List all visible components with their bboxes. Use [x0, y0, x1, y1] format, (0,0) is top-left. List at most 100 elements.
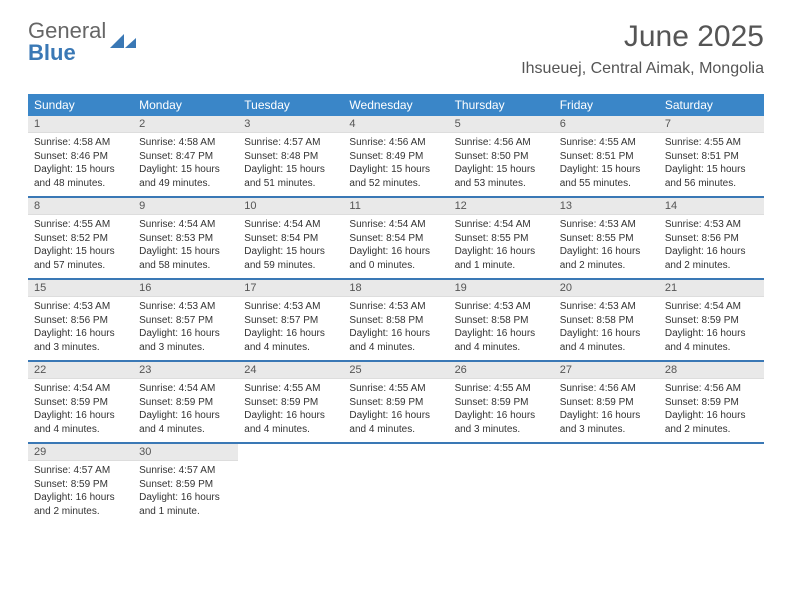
day-body: Sunrise: 4:55 AMSunset: 8:59 PMDaylight:…: [449, 379, 554, 442]
daylight-line: Daylight: 16 hours and 4 minutes.: [560, 327, 653, 354]
day-number: 18: [343, 280, 448, 297]
week-row: 1Sunrise: 4:58 AMSunset: 8:46 PMDaylight…: [28, 116, 764, 198]
day-cell: 11Sunrise: 4:54 AMSunset: 8:54 PMDayligh…: [343, 198, 448, 278]
day-body: Sunrise: 4:57 AMSunset: 8:59 PMDaylight:…: [28, 461, 133, 524]
sunrise-line: Sunrise: 4:58 AM: [34, 136, 127, 150]
sunrise-line: Sunrise: 4:54 AM: [139, 382, 232, 396]
daylight-line: Daylight: 15 hours and 49 minutes.: [139, 163, 232, 190]
sunset-line: Sunset: 8:59 PM: [244, 396, 337, 410]
calendar: Sunday Monday Tuesday Wednesday Thursday…: [28, 94, 764, 524]
sunrise-line: Sunrise: 4:58 AM: [139, 136, 232, 150]
sunrise-line: Sunrise: 4:54 AM: [665, 300, 758, 314]
day-body: Sunrise: 4:56 AMSunset: 8:59 PMDaylight:…: [659, 379, 764, 442]
day-cell: 2 Sunrise: 4:58 AMSunset: 8:47 PMDaylight…: [133, 116, 238, 196]
sunset-line: Sunset: 8:57 PM: [244, 314, 337, 328]
sunrise-line: Sunrise: 4:57 AM: [34, 464, 127, 478]
weeks-container: 1Sunrise: 4:58 AMSunset: 8:46 PMDaylight…: [28, 116, 764, 524]
day-number: 16: [133, 280, 238, 297]
sunrise-line: Sunrise: 4:53 AM: [560, 300, 653, 314]
day-number: 3: [238, 116, 343, 133]
sunset-line: Sunset: 8:58 PM: [560, 314, 653, 328]
day-cell: 20Sunrise: 4:53 AMSunset: 8:58 PMDayligh…: [554, 280, 659, 360]
day-body: Sunrise: 4:53 AMSunset: 8:58 PMDaylight:…: [343, 297, 448, 360]
sunrise-line: Sunrise: 4:55 AM: [34, 218, 127, 232]
sunset-line: Sunset: 8:47 PM: [139, 150, 232, 164]
sunrise-line: Sunrise: 4:57 AM: [244, 136, 337, 150]
sunset-line: Sunset: 8:59 PM: [34, 396, 127, 410]
day-number: 14: [659, 198, 764, 215]
sunset-line: Sunset: 8:59 PM: [455, 396, 548, 410]
daylight-line: Daylight: 15 hours and 58 minutes.: [139, 245, 232, 272]
day-number: 11: [343, 198, 448, 215]
day-cell: 22Sunrise: 4:54 AMSunset: 8:59 PMDayligh…: [28, 362, 133, 442]
weekday-header: Sunday: [28, 94, 133, 116]
week-row: 8Sunrise: 4:55 AMSunset: 8:52 PMDaylight…: [28, 198, 764, 280]
daylight-line: Daylight: 15 hours and 53 minutes.: [455, 163, 548, 190]
daylight-line: Daylight: 15 hours and 51 minutes.: [244, 163, 337, 190]
day-body: Sunrise: 4:58 AMSunset: 8:46 PMDaylight:…: [28, 133, 133, 196]
logo-line2: Blue: [28, 42, 76, 64]
day-number: 22: [28, 362, 133, 379]
daylight-line: Daylight: 15 hours and 55 minutes.: [560, 163, 653, 190]
day-cell: 15Sunrise: 4:53 AMSunset: 8:56 PMDayligh…: [28, 280, 133, 360]
day-cell: 12Sunrise: 4:54 AMSunset: 8:55 PMDayligh…: [449, 198, 554, 278]
day-body: Sunrise: 4:54 AMSunset: 8:59 PMDaylight:…: [659, 297, 764, 360]
day-number: 4: [343, 116, 448, 133]
day-body: Sunrise: 4:55 AMSunset: 8:59 PMDaylight:…: [343, 379, 448, 442]
day-body: Sunrise: 4:55 AMSunset: 8:52 PMDaylight:…: [28, 215, 133, 278]
weekday-header-row: Sunday Monday Tuesday Wednesday Thursday…: [28, 94, 764, 116]
day-cell: [554, 444, 659, 524]
daylight-line: Daylight: 15 hours and 59 minutes.: [244, 245, 337, 272]
daylight-line: Daylight: 16 hours and 2 minutes.: [34, 491, 127, 518]
sunset-line: Sunset: 8:55 PM: [455, 232, 548, 246]
sunset-line: Sunset: 8:51 PM: [560, 150, 653, 164]
sunset-line: Sunset: 8:59 PM: [665, 314, 758, 328]
daylight-line: Daylight: 15 hours and 48 minutes.: [34, 163, 127, 190]
day-body: Sunrise: 4:55 AMSunset: 8:51 PMDaylight:…: [554, 133, 659, 196]
month-title: June 2025: [521, 20, 764, 54]
day-number: 9: [133, 198, 238, 215]
day-cell: 6Sunrise: 4:55 AMSunset: 8:51 PMDaylight…: [554, 116, 659, 196]
day-number: 28: [659, 362, 764, 379]
page-header: General Blue June 2025 Ihsueuej, Central…: [0, 0, 792, 84]
daylight-line: Daylight: 16 hours and 4 minutes.: [455, 327, 548, 354]
sunrise-line: Sunrise: 4:57 AM: [139, 464, 232, 478]
daylight-line: Daylight: 16 hours and 2 minutes.: [560, 245, 653, 272]
day-cell: 28Sunrise: 4:56 AMSunset: 8:59 PMDayligh…: [659, 362, 764, 442]
sunset-line: Sunset: 8:58 PM: [349, 314, 442, 328]
day-body: Sunrise: 4:53 AMSunset: 8:58 PMDaylight:…: [449, 297, 554, 360]
day-cell: 1Sunrise: 4:58 AMSunset: 8:46 PMDaylight…: [28, 116, 133, 196]
daylight-line: Daylight: 15 hours and 56 minutes.: [665, 163, 758, 190]
sunrise-line: Sunrise: 4:56 AM: [665, 382, 758, 396]
daylight-line: Daylight: 16 hours and 1 minute.: [139, 491, 232, 518]
day-number: 17: [238, 280, 343, 297]
weekday-header: Monday: [133, 94, 238, 116]
day-cell: 18Sunrise: 4:53 AMSunset: 8:58 PMDayligh…: [343, 280, 448, 360]
day-number: 12: [449, 198, 554, 215]
sunset-line: Sunset: 8:51 PM: [665, 150, 758, 164]
week-row: 15Sunrise: 4:53 AMSunset: 8:56 PMDayligh…: [28, 280, 764, 362]
day-cell: [449, 444, 554, 524]
day-cell: 24Sunrise: 4:55 AMSunset: 8:59 PMDayligh…: [238, 362, 343, 442]
sunrise-line: Sunrise: 4:53 AM: [455, 300, 548, 314]
sunrise-line: Sunrise: 4:54 AM: [244, 218, 337, 232]
day-cell: 8Sunrise: 4:55 AMSunset: 8:52 PMDaylight…: [28, 198, 133, 278]
sunrise-line: Sunrise: 4:56 AM: [455, 136, 548, 150]
daylight-line: Daylight: 16 hours and 1 minute.: [455, 245, 548, 272]
day-body: Sunrise: 4:53 AMSunset: 8:57 PMDaylight:…: [238, 297, 343, 360]
day-number: 26: [449, 362, 554, 379]
daylight-line: Daylight: 16 hours and 2 minutes.: [665, 245, 758, 272]
daylight-line: Daylight: 16 hours and 4 minutes.: [244, 327, 337, 354]
day-number: 7: [659, 116, 764, 133]
sunset-line: Sunset: 8:56 PM: [665, 232, 758, 246]
daylight-line: Daylight: 16 hours and 3 minutes.: [34, 327, 127, 354]
day-cell: 17Sunrise: 4:53 AMSunset: 8:57 PMDayligh…: [238, 280, 343, 360]
day-number: 2: [133, 116, 238, 133]
location-text: Ihsueuej, Central Aimak, Mongolia: [521, 60, 764, 78]
day-number: 25: [343, 362, 448, 379]
daylight-line: Daylight: 16 hours and 4 minutes.: [665, 327, 758, 354]
sunrise-line: Sunrise: 4:53 AM: [665, 218, 758, 232]
daylight-line: Daylight: 16 hours and 3 minutes.: [560, 409, 653, 436]
sunset-line: Sunset: 8:59 PM: [139, 478, 232, 492]
sunrise-line: Sunrise: 4:53 AM: [244, 300, 337, 314]
